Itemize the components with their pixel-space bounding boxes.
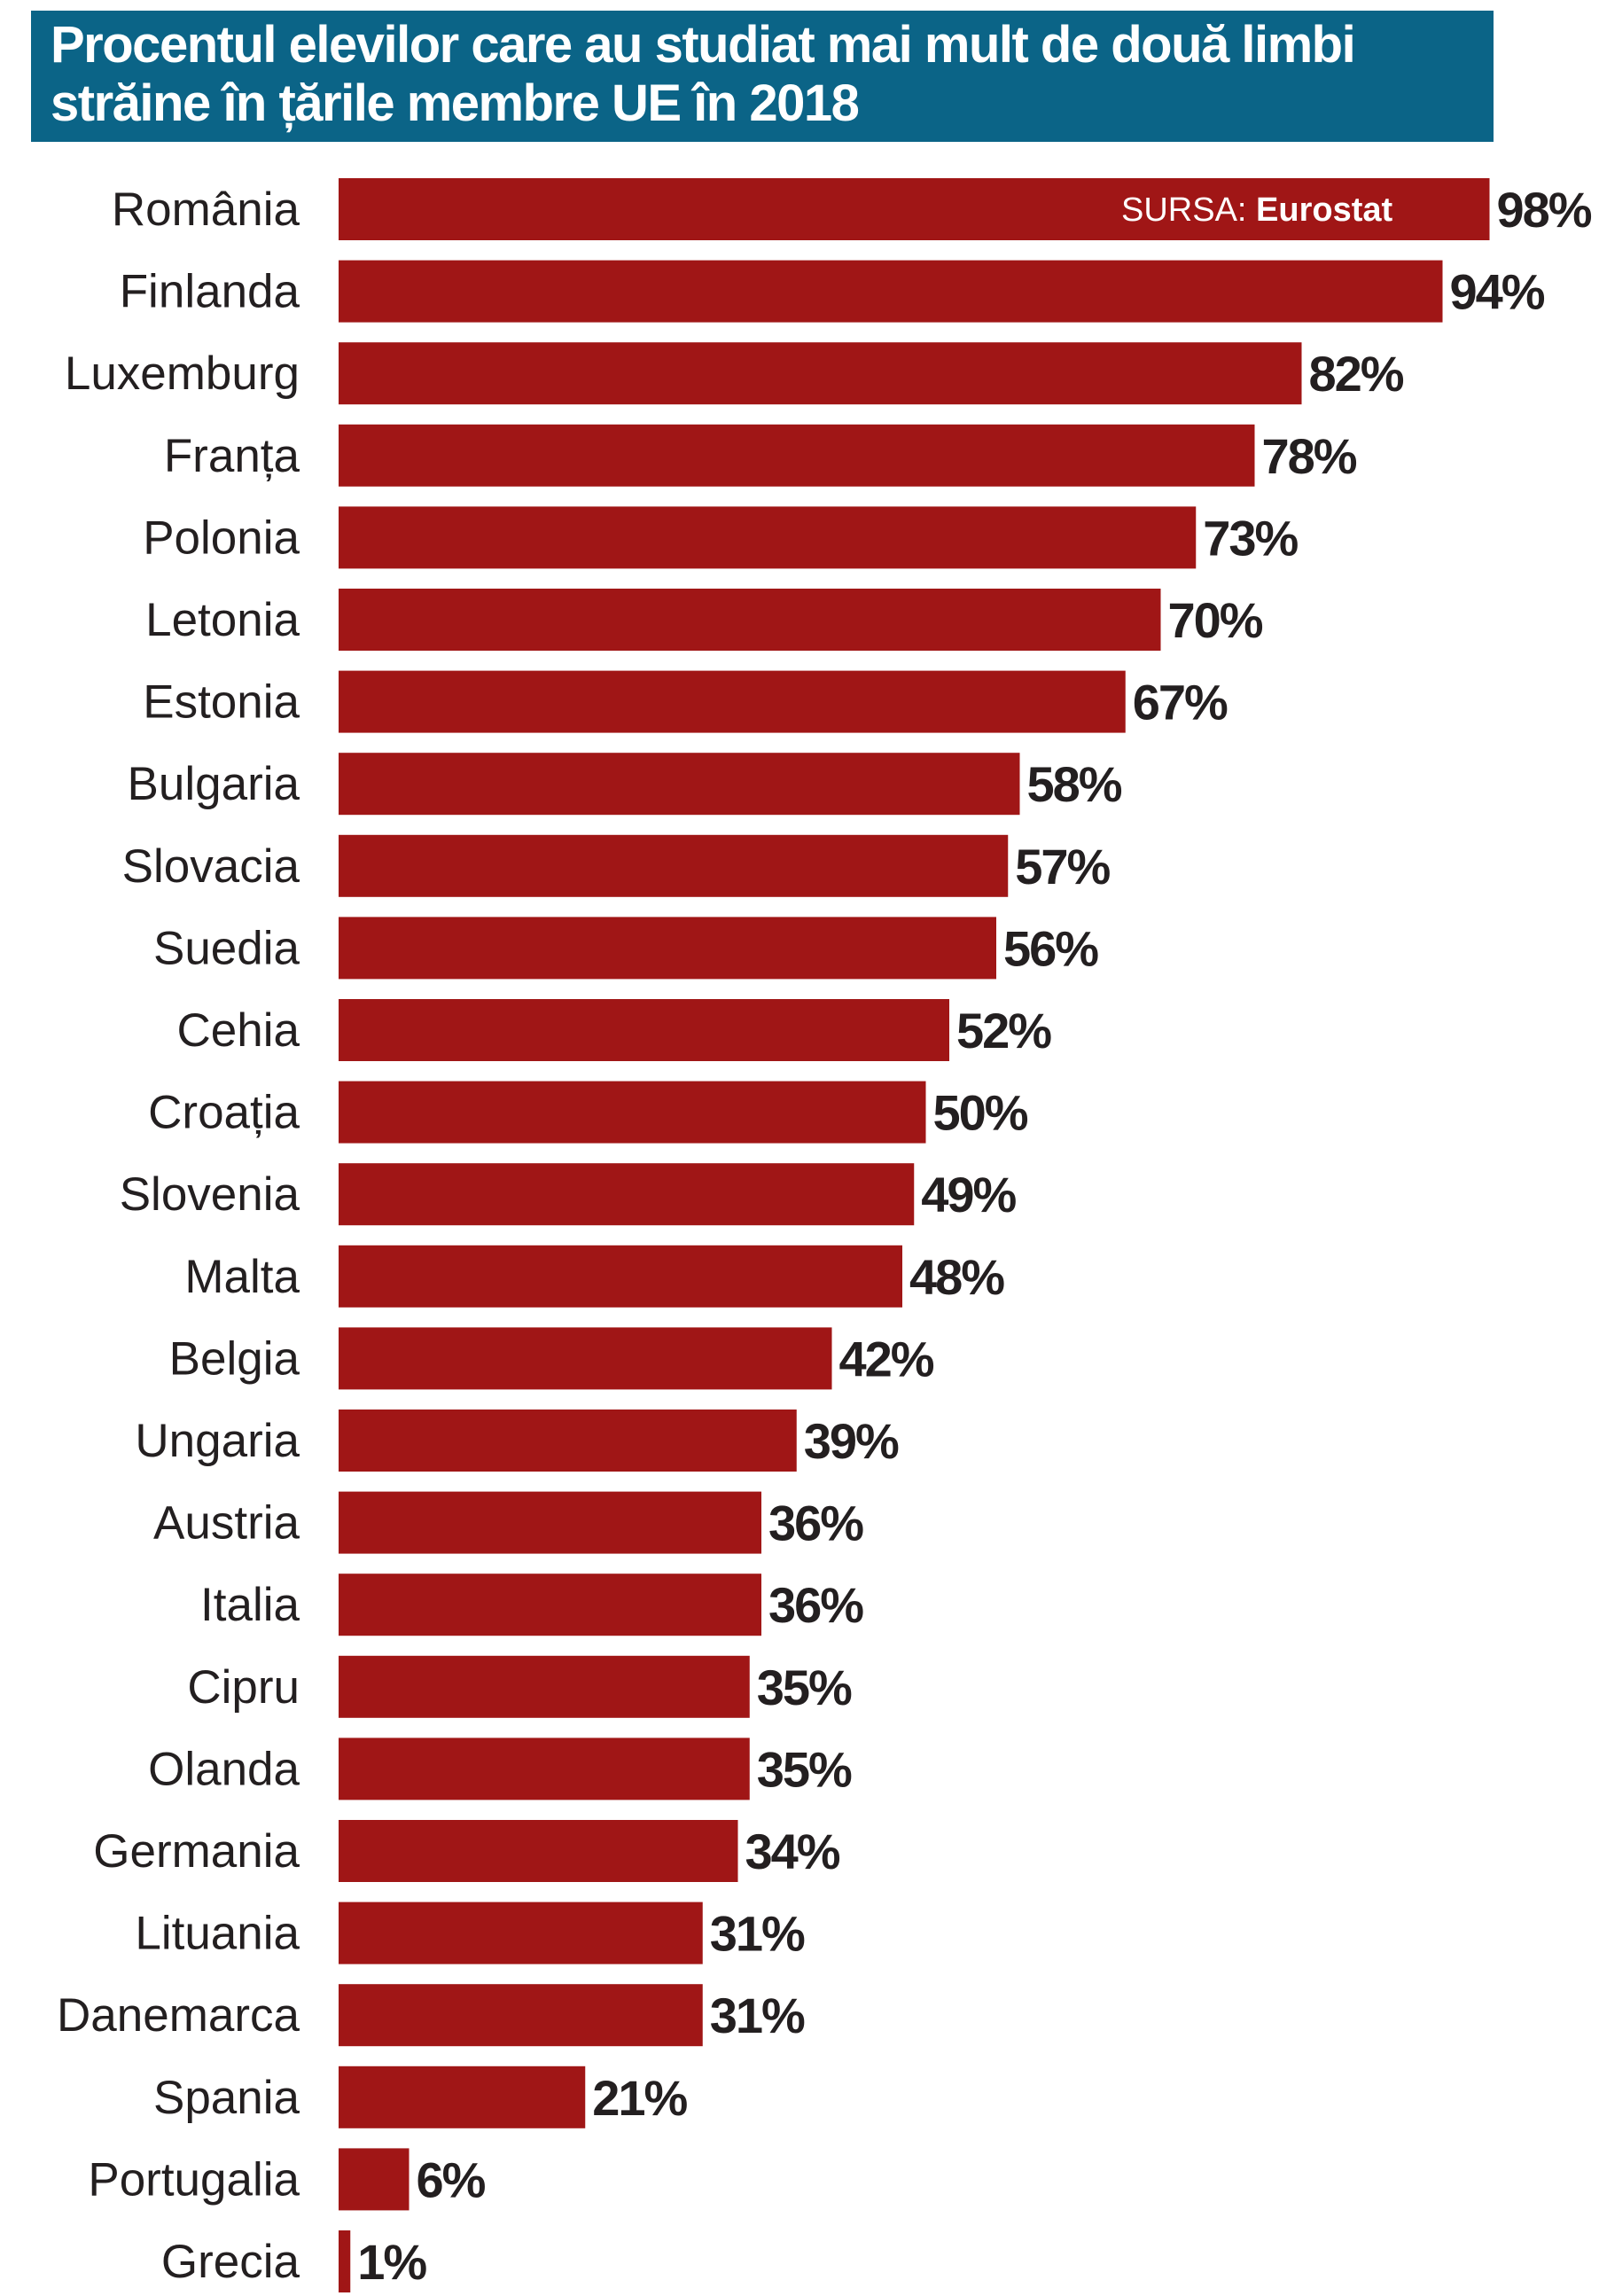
source-name: Eurostat (1256, 191, 1392, 229)
chart-title-banner: Procentul elevilor care au studiat mai m… (31, 11, 1494, 142)
bar (339, 1081, 926, 1144)
bar (339, 178, 1490, 240)
category-label: Slovacia (122, 840, 300, 893)
category-label: Cehia (177, 1004, 300, 1057)
category-label: Estonia (143, 676, 300, 729)
value-label: 48% (909, 1249, 1004, 1305)
value-label: 56% (1003, 920, 1098, 976)
value-label: 57% (1015, 839, 1110, 894)
category-label: Suedia (153, 922, 300, 974)
category-label: Slovenia (120, 1168, 300, 1221)
category-label: Luxemburg (65, 348, 300, 400)
bar (339, 1245, 902, 1308)
bar (339, 589, 1161, 651)
category-label: Cipru (187, 1661, 300, 1714)
value-label: 39% (804, 1413, 899, 1469)
value-label: 73% (1203, 510, 1298, 566)
category-label: Lituania (135, 1908, 300, 1960)
category-label: Danemarca (57, 1989, 300, 2042)
value-label: 36% (768, 1577, 863, 1633)
category-label: Ungaria (135, 1415, 300, 1467)
bar (339, 1902, 703, 1964)
category-label: România (112, 184, 300, 236)
category-label: Portugalia (88, 2153, 300, 2206)
value-label: 35% (757, 1741, 852, 1797)
value-label: 31% (710, 1988, 805, 2043)
category-label: Italia (200, 1579, 300, 1631)
bar (339, 1327, 832, 1390)
bar (339, 834, 1009, 897)
value-label: 6% (417, 2152, 486, 2207)
chart-title-line-1: Procentul elevilor care au studiat mai m… (51, 16, 1356, 74)
value-label: 94% (1450, 264, 1545, 320)
category-label: Germania (93, 1825, 300, 1878)
category-label: Franța (164, 430, 300, 482)
bar (339, 506, 1197, 569)
bar (339, 260, 1443, 323)
bar (339, 1655, 750, 1718)
category-label: Spania (153, 2072, 300, 2124)
bar (339, 342, 1302, 405)
bar (339, 424, 1255, 487)
category-label: Grecia (161, 2236, 300, 2288)
category-label: Polonia (143, 512, 300, 564)
value-label: 36% (768, 1496, 863, 1551)
category-label: Finlanda (120, 266, 300, 318)
value-label: 35% (757, 1660, 852, 1715)
bar (339, 670, 1126, 733)
value-label: 98% (1497, 182, 1592, 238)
bar (339, 999, 949, 1061)
category-label: Olanda (148, 1743, 300, 1795)
value-label: 49% (921, 1167, 1016, 1222)
value-label: 1% (357, 2234, 426, 2290)
value-label: 42% (839, 1331, 934, 1386)
value-label: 70% (1168, 592, 1263, 648)
category-label: Belgia (169, 1332, 300, 1385)
bar (339, 1984, 703, 2047)
category-label: Letonia (145, 594, 300, 646)
source-label: SURSA: (1121, 191, 1256, 229)
value-label: 21% (592, 2070, 687, 2126)
category-label: Bulgaria (128, 758, 300, 810)
bar (339, 1820, 738, 1882)
value-label: 67% (1133, 675, 1228, 730)
value-label: 78% (1262, 428, 1357, 484)
bar (339, 1491, 761, 1554)
category-label: Malta (184, 1251, 300, 1303)
value-label: 34% (745, 1824, 840, 1879)
chart-title-line-2: străine în țările membre UE în 2018 (51, 74, 860, 132)
bar (339, 2230, 351, 2292)
bar (339, 1574, 761, 1636)
bar (339, 2148, 410, 2211)
value-label: 31% (710, 1906, 805, 1962)
bar (339, 1410, 797, 1472)
category-label: Croația (148, 1087, 300, 1139)
value-label: 52% (956, 1003, 1051, 1058)
value-label: 58% (1027, 756, 1122, 812)
bar (339, 2066, 586, 2128)
value-label: 50% (933, 1085, 1028, 1141)
value-label: 82% (1309, 346, 1404, 402)
source-note: SURSA: Eurostat (1121, 191, 1393, 229)
category-label: Austria (153, 1497, 300, 1550)
bar (339, 917, 996, 980)
bar (339, 1163, 915, 1226)
bar (339, 1738, 750, 1800)
bar (339, 753, 1020, 816)
